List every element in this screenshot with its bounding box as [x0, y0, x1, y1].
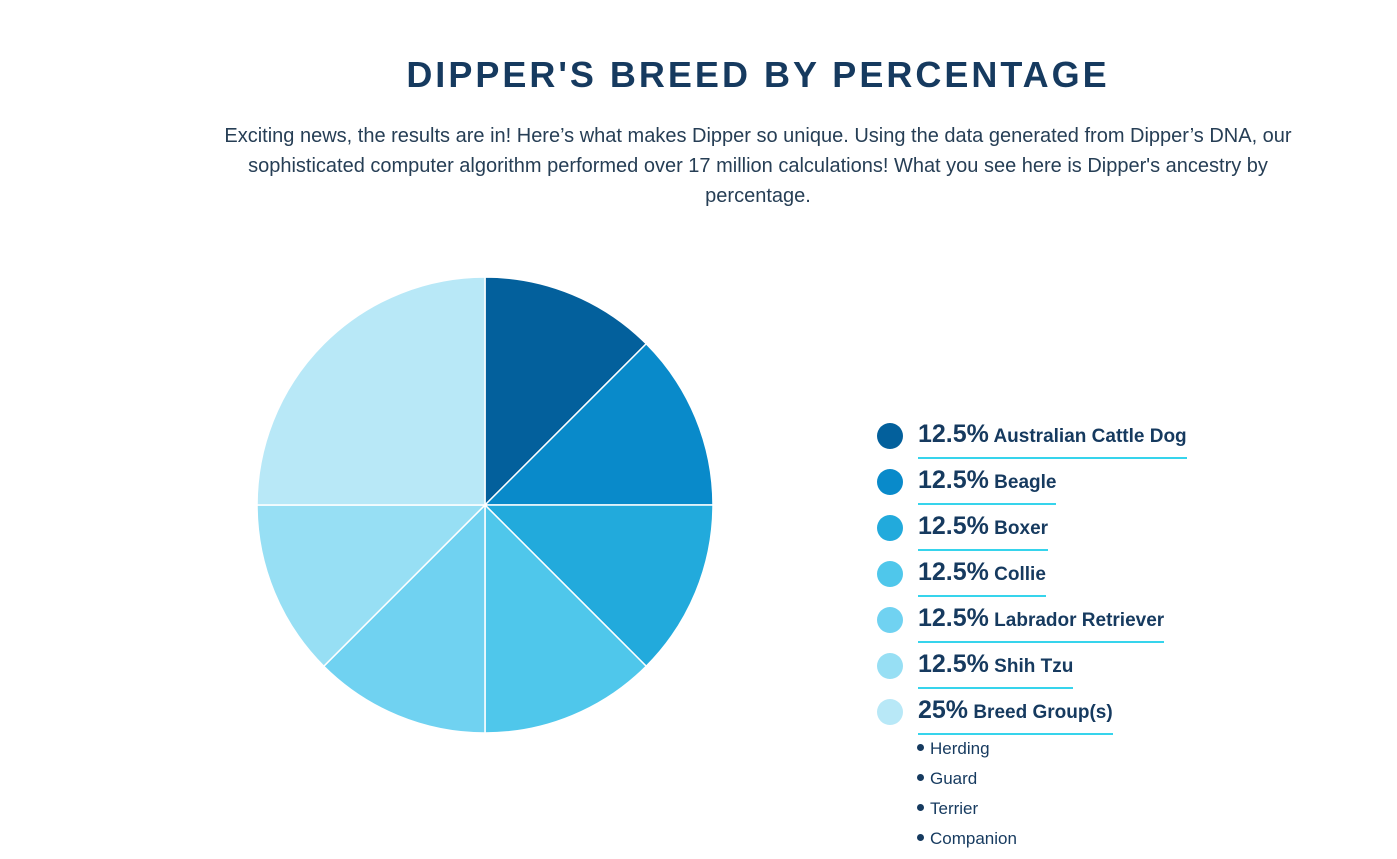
breed-group-label: Terrier — [930, 799, 979, 818]
legend-item: 25% Breed Group(s) — [877, 695, 1357, 741]
legend-label: 12.5% Australian Cattle Dog — [918, 419, 1187, 459]
legend-swatch — [877, 653, 903, 679]
breed-pie-chart — [256, 276, 714, 734]
bullet-icon — [917, 834, 924, 842]
pie-slice-breed-group-s — [256, 276, 486, 506]
legend-percentage: 12.5% — [918, 466, 989, 494]
legend-breed-name: Labrador Retriever — [988, 610, 1165, 631]
legend-label: 12.5% Labrador Retriever — [918, 603, 1165, 643]
legend-breed-name: Shih Tzu — [988, 656, 1074, 677]
breed-group-item: Herding — [917, 736, 1017, 766]
breed-group-item: Terrier — [917, 796, 1017, 826]
legend-swatch — [877, 699, 903, 725]
legend-label: 12.5% Boxer — [918, 511, 1049, 551]
legend-breed-name: Breed Group(s) — [968, 702, 1113, 723]
legend-item: 12.5% Labrador Retriever — [877, 603, 1357, 649]
legend-swatch — [877, 515, 903, 541]
bullet-icon — [917, 774, 924, 782]
pie-slice-australian-cattle-dog — [484, 276, 648, 507]
legend-percentage: 12.5% — [918, 558, 989, 586]
legend-percentage: 12.5% — [918, 604, 989, 632]
breed-group-list: Herding Guard Terrier Companion — [917, 736, 1017, 856]
legend-breed-name: Collie — [988, 564, 1046, 585]
legend-swatch — [877, 561, 903, 587]
bullet-icon — [917, 804, 924, 812]
pie-slice-beagle — [483, 342, 714, 506]
breed-group-label: Herding — [930, 739, 990, 758]
legend-breed-name: Boxer — [988, 518, 1049, 539]
legend-swatch — [877, 607, 903, 633]
pie-slice-boxer — [483, 504, 714, 668]
legend-label: 12.5% Collie — [918, 557, 1046, 597]
legend-item: 12.5% Shih Tzu — [877, 649, 1357, 695]
legend-percentage: 12.5% — [918, 650, 989, 678]
intro-paragraph: Exciting news, the results are in! Here’… — [224, 125, 1292, 207]
pie-legend: 12.5% Australian Cattle Dog 12.5% Beagle 1… — [877, 419, 1357, 741]
legend-percentage: 25% — [918, 696, 969, 724]
breed-group-label: Guard — [930, 769, 978, 788]
legend-swatch — [877, 423, 903, 449]
breed-group-label: Companion — [930, 829, 1017, 848]
legend-label: 12.5% Beagle — [918, 465, 1057, 505]
legend-breed-name: Beagle — [988, 472, 1057, 493]
legend-label: 12.5% Shih Tzu — [918, 649, 1074, 689]
legend-item: 12.5% Beagle — [877, 465, 1357, 511]
page-title: DIPPER'S BREED BY PERCENTAGE — [406, 54, 1110, 95]
legend-percentage: 12.5% — [918, 420, 989, 448]
pie-slice-collie — [484, 503, 648, 734]
pie-slice-labrador-retriever — [322, 503, 486, 734]
legend-breed-name: Australian Cattle Dog — [988, 426, 1187, 447]
legend-item: 12.5% Australian Cattle Dog — [877, 419, 1357, 465]
breed-group-item: Companion — [917, 826, 1017, 856]
breed-group-item: Guard — [917, 766, 1017, 796]
legend-label: 25% Breed Group(s) — [918, 695, 1113, 735]
legend-item: 12.5% Collie — [877, 557, 1357, 603]
legend-item: 12.5% Boxer — [877, 511, 1357, 557]
pie-slice-shih-tzu — [256, 504, 487, 668]
bullet-icon — [917, 744, 924, 752]
legend-swatch — [877, 469, 903, 495]
legend-percentage: 12.5% — [918, 512, 989, 540]
